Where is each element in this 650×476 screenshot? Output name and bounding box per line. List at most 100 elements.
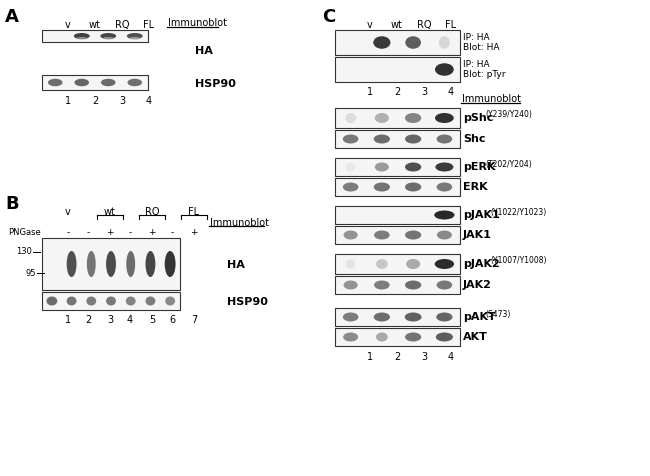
Text: (T202/Y204): (T202/Y204) bbox=[485, 159, 532, 169]
Text: 130: 130 bbox=[16, 248, 32, 257]
Text: 1: 1 bbox=[65, 315, 71, 325]
Bar bbox=[335, 130, 460, 148]
Text: wt: wt bbox=[104, 207, 116, 217]
Ellipse shape bbox=[126, 297, 136, 306]
Ellipse shape bbox=[346, 162, 356, 171]
Text: HA: HA bbox=[195, 46, 213, 56]
Bar bbox=[335, 108, 460, 128]
Text: (Y1007/Y1008): (Y1007/Y1008) bbox=[491, 257, 547, 266]
Ellipse shape bbox=[436, 313, 452, 321]
Ellipse shape bbox=[434, 210, 454, 219]
Bar bbox=[42, 292, 180, 310]
Text: 1: 1 bbox=[65, 96, 71, 106]
Text: Blot: pTyr: Blot: pTyr bbox=[463, 70, 506, 79]
Ellipse shape bbox=[164, 251, 176, 277]
Ellipse shape bbox=[343, 313, 358, 321]
Ellipse shape bbox=[106, 297, 116, 306]
Ellipse shape bbox=[74, 33, 90, 39]
Bar bbox=[335, 206, 460, 224]
Text: -: - bbox=[170, 228, 174, 237]
Ellipse shape bbox=[101, 79, 116, 86]
Text: HSP90: HSP90 bbox=[195, 79, 236, 89]
Ellipse shape bbox=[106, 251, 116, 277]
Text: Shc: Shc bbox=[463, 134, 486, 144]
Text: 3: 3 bbox=[119, 96, 125, 106]
Text: 4: 4 bbox=[127, 315, 133, 325]
Text: JAK2: JAK2 bbox=[463, 280, 492, 290]
Text: HSP90: HSP90 bbox=[227, 297, 268, 307]
Ellipse shape bbox=[405, 230, 421, 239]
Text: 6: 6 bbox=[169, 315, 175, 325]
Text: IP: HA: IP: HA bbox=[463, 60, 489, 69]
Text: IP: HA: IP: HA bbox=[463, 33, 489, 42]
Ellipse shape bbox=[435, 63, 454, 76]
Ellipse shape bbox=[436, 162, 454, 171]
Ellipse shape bbox=[406, 36, 421, 49]
Ellipse shape bbox=[437, 280, 452, 289]
Ellipse shape bbox=[146, 251, 155, 277]
Text: -: - bbox=[86, 228, 90, 237]
Ellipse shape bbox=[405, 113, 421, 123]
Ellipse shape bbox=[379, 63, 385, 76]
Bar bbox=[335, 308, 460, 326]
Bar bbox=[335, 158, 460, 176]
Ellipse shape bbox=[437, 182, 452, 191]
Ellipse shape bbox=[127, 33, 143, 39]
Ellipse shape bbox=[374, 135, 390, 143]
Ellipse shape bbox=[75, 79, 89, 86]
Text: v: v bbox=[65, 20, 71, 30]
Ellipse shape bbox=[374, 230, 390, 239]
Ellipse shape bbox=[375, 162, 389, 171]
Ellipse shape bbox=[146, 297, 155, 306]
Bar bbox=[335, 276, 460, 294]
Ellipse shape bbox=[48, 79, 62, 86]
Text: +: + bbox=[190, 228, 198, 237]
Text: (Y239/Y240): (Y239/Y240) bbox=[485, 110, 532, 119]
Ellipse shape bbox=[405, 135, 421, 143]
Text: RQ: RQ bbox=[417, 20, 431, 30]
Ellipse shape bbox=[374, 182, 390, 191]
Text: pAKT: pAKT bbox=[463, 312, 496, 322]
Text: FL: FL bbox=[144, 20, 155, 30]
Text: 2: 2 bbox=[92, 96, 98, 106]
Text: (Y1022/Y1023): (Y1022/Y1023) bbox=[491, 208, 547, 217]
Text: 2: 2 bbox=[394, 352, 400, 362]
Ellipse shape bbox=[165, 297, 175, 306]
Text: AKT: AKT bbox=[463, 332, 488, 342]
Ellipse shape bbox=[67, 251, 77, 277]
Text: 1: 1 bbox=[367, 87, 373, 97]
Text: pShc: pShc bbox=[463, 113, 493, 123]
Ellipse shape bbox=[51, 33, 60, 39]
Ellipse shape bbox=[406, 259, 420, 269]
Ellipse shape bbox=[410, 63, 416, 76]
Ellipse shape bbox=[76, 37, 87, 40]
Text: JAK1: JAK1 bbox=[463, 230, 492, 240]
Ellipse shape bbox=[376, 259, 388, 269]
Text: FL: FL bbox=[188, 207, 200, 217]
Text: -: - bbox=[129, 228, 131, 237]
Ellipse shape bbox=[345, 113, 356, 123]
Ellipse shape bbox=[67, 297, 77, 306]
Text: 2: 2 bbox=[394, 87, 400, 97]
Text: RQ: RQ bbox=[115, 20, 129, 30]
Text: 2: 2 bbox=[85, 315, 91, 325]
Ellipse shape bbox=[405, 182, 421, 191]
Ellipse shape bbox=[129, 37, 140, 40]
Ellipse shape bbox=[87, 251, 96, 277]
Ellipse shape bbox=[436, 333, 453, 341]
Text: Blot: HA: Blot: HA bbox=[463, 43, 499, 52]
Text: C: C bbox=[322, 8, 335, 26]
Text: 1: 1 bbox=[367, 352, 373, 362]
Ellipse shape bbox=[435, 259, 454, 269]
Ellipse shape bbox=[437, 135, 452, 143]
Text: Immunoblot: Immunoblot bbox=[462, 94, 521, 104]
Text: HA: HA bbox=[227, 260, 245, 270]
Text: pERK: pERK bbox=[463, 162, 495, 172]
Text: +: + bbox=[148, 228, 156, 237]
Text: 4: 4 bbox=[448, 87, 454, 97]
Text: A: A bbox=[5, 8, 19, 26]
Text: -: - bbox=[66, 228, 70, 237]
Text: RQ: RQ bbox=[145, 207, 159, 217]
Ellipse shape bbox=[127, 79, 142, 86]
Ellipse shape bbox=[373, 36, 391, 49]
